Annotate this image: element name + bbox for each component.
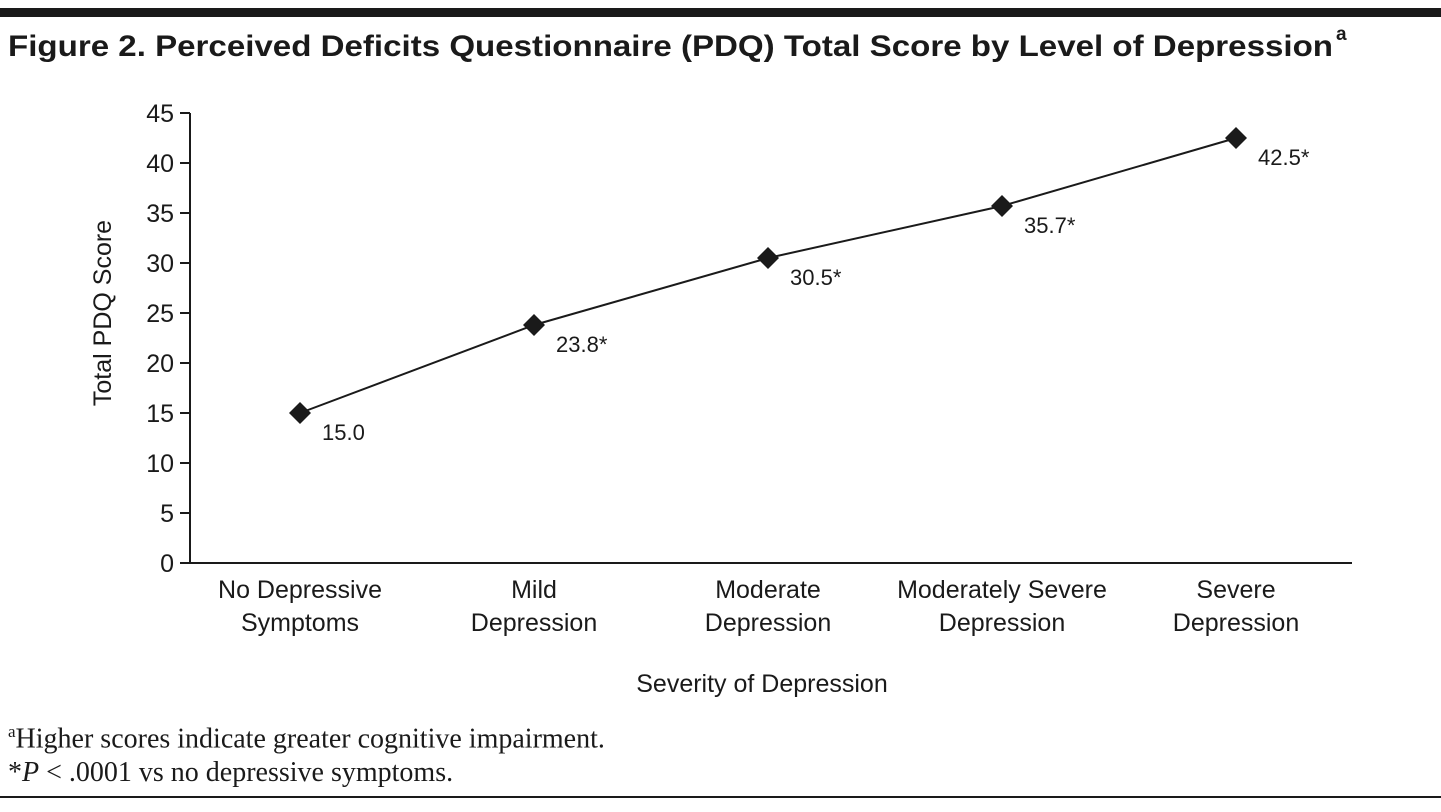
x-tick-label: Moderate Depression [704,576,832,637]
y-tick-label: 5 [160,500,174,528]
data-label: 30.5* [790,265,842,290]
footnote: *P < .0001 vs no depressive symptoms. [8,757,453,789]
title-note: a [1336,24,1347,45]
data-point [757,247,779,269]
footnote-text: Higher scores indicate greater cognitive… [15,723,605,755]
y-tick-label: 45 [146,100,174,128]
x-tick-label: Severe Depression [1172,576,1300,637]
chart-title: Figure 2. Perceived Deficits Questionnai… [8,30,1333,63]
data-line [299,137,1237,414]
y-tick-label: 30 [146,250,174,278]
footnote-italic: P [22,757,40,788]
data-point [1225,127,1247,149]
x-tick-label: No Depressive Symptoms [218,576,382,637]
data-point [523,314,545,336]
y-tick-label: 0 [160,550,174,578]
footnote-marker: * [8,757,22,788]
data-label: 42.5* [1258,145,1310,170]
data-point [289,402,311,424]
footnote: aHigher scores indicate greater cognitiv… [8,722,605,755]
footnote-text: < .0001 vs no depressive symptoms. [39,757,454,788]
y-axis-label: Total PDQ Score [89,220,117,406]
y-tick-label: 10 [146,450,174,478]
y-tick-label: 15 [146,400,174,428]
data-point [991,195,1013,217]
data-label: 35.7* [1024,213,1076,238]
top-rule [0,8,1441,17]
y-tick-label: 35 [146,200,174,228]
x-axis-label: Severity of Depression [636,670,888,698]
y-tick-label: 40 [146,150,174,178]
data-label: 15.0 [322,420,365,445]
y-tick-label: 20 [146,350,174,378]
x-tick-label: Mild Depression [470,576,598,637]
x-tick-label: Moderately Severe Depression [897,576,1107,637]
y-tick-label: 25 [146,300,174,328]
footnote-marker: a [8,722,16,741]
data-label: 23.8* [556,332,608,357]
bottom-rule [0,796,1441,798]
